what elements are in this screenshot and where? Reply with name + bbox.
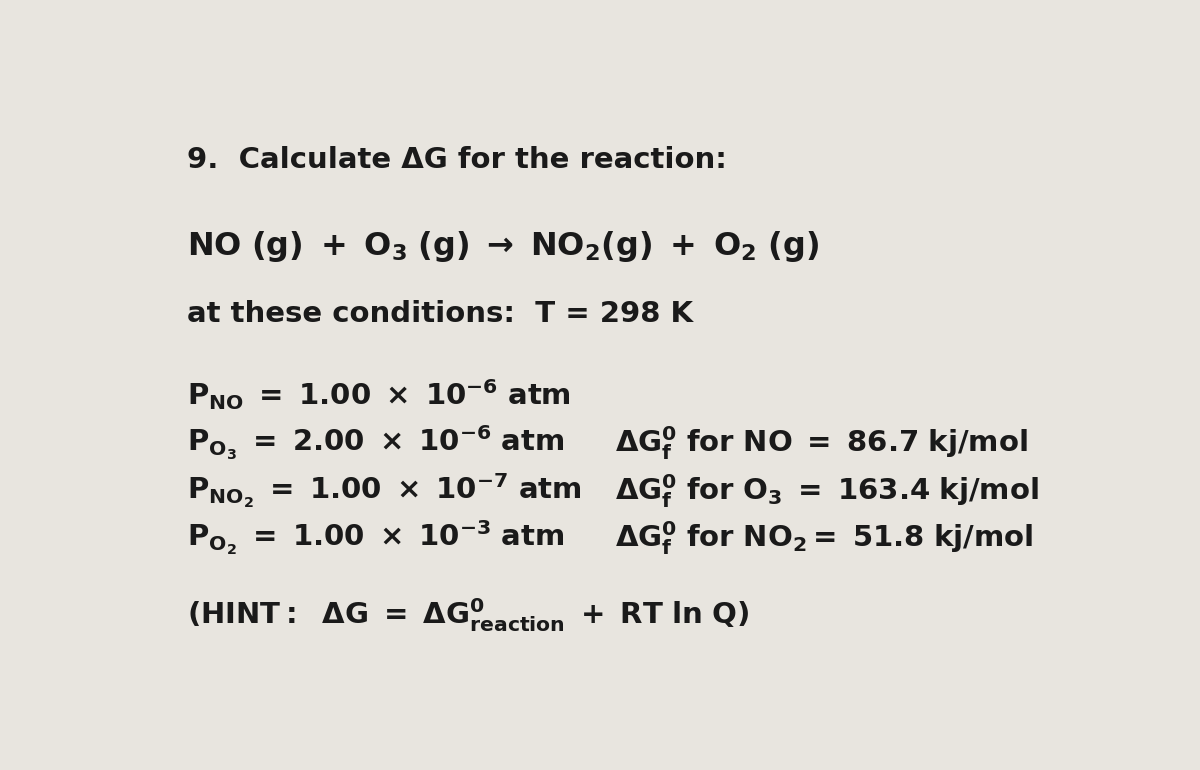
Text: $\mathbf{\Delta G^0_f\ for\ O_3\ =\ 163.4\ kj/mol}$: $\mathbf{\Delta G^0_f\ for\ O_3\ =\ 163.… — [616, 472, 1039, 510]
Text: at these conditions:  T = 298 K: at these conditions: T = 298 K — [187, 300, 694, 328]
Text: $\mathbf{(HINT:\ \ \Delta G\ =\ \Delta G^0_{reaction}\ +\ RT\ ln\ Q)}$: $\mathbf{(HINT:\ \ \Delta G\ =\ \Delta G… — [187, 596, 750, 634]
Text: $\mathbf{P_{NO}\ =\ 1.00\ \times\ 10^{-6}\ atm}$: $\mathbf{P_{NO}\ =\ 1.00\ \times\ 10^{-6… — [187, 377, 571, 412]
Text: $\mathbf{P_{O_2}\ =\ 1.00\ \times\ 10^{-3}\ atm}$: $\mathbf{P_{O_2}\ =\ 1.00\ \times\ 10^{-… — [187, 519, 565, 557]
Text: 9.  Calculate ΔG for the reaction:: 9. Calculate ΔG for the reaction: — [187, 146, 727, 174]
Text: $\mathbf{NO\ (g)\ +\ O_3\ (g)\ \rightarrow\ NO_2(g)\ +\ O_2\ (g)}$: $\mathbf{NO\ (g)\ +\ O_3\ (g)\ \rightarr… — [187, 229, 820, 264]
Text: $\mathbf{\Delta G^0_f\ for\ NO\ =\ 86.7\ kj/mol}$: $\mathbf{\Delta G^0_f\ for\ NO\ =\ 86.7\… — [616, 424, 1027, 462]
Text: $\mathbf{P_{NO_2}\ =\ 1.00\ \times\ 10^{-7}\ atm}$: $\mathbf{P_{NO_2}\ =\ 1.00\ \times\ 10^{… — [187, 472, 582, 510]
Text: $\mathbf{\Delta G^0_f\ for\ NO_2=\ 51.8\ kj/mol}$: $\mathbf{\Delta G^0_f\ for\ NO_2=\ 51.8\… — [616, 519, 1033, 557]
Text: $\mathbf{P_{O_3}\ =\ 2.00\ \times\ 10^{-6}\ atm}$: $\mathbf{P_{O_3}\ =\ 2.00\ \times\ 10^{-… — [187, 424, 565, 463]
